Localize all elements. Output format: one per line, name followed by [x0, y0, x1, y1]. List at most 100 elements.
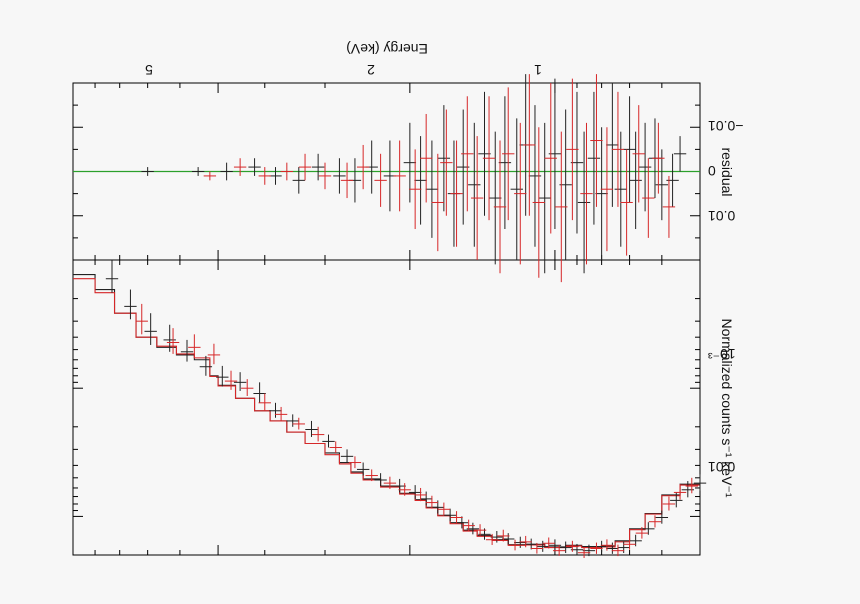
model-layer — [73, 274, 700, 549]
residual-datapoint-red — [431, 153, 444, 252]
spectrum-datapoint-red — [485, 533, 499, 545]
residual-datapoint-red — [461, 96, 474, 212]
spectrum-datapoint-red — [673, 484, 687, 500]
residual-datapoint-black — [623, 96, 636, 203]
residual-datapoint-red — [580, 122, 593, 265]
spectrum-datapoint-black — [393, 478, 406, 493]
spectrum-datapoint-black — [144, 313, 157, 345]
residual-datapoint-red — [280, 162, 294, 181]
datapoint-layer — [105, 74, 707, 558]
spectrum-datapoint-black — [606, 542, 619, 554]
spectrum-datapoint-black — [199, 355, 213, 376]
residual-datapoint-red — [566, 78, 579, 221]
spectrum-datapoint-red — [635, 527, 649, 539]
residual-datapoint-black — [141, 167, 154, 176]
residual-datapoint-black — [587, 91, 601, 225]
spectrum-datapoint-red — [258, 393, 271, 411]
spectrum-datapoint-red — [274, 406, 288, 421]
residual-datapoint-black — [191, 167, 205, 176]
spectrum-datapoint-black — [455, 516, 469, 529]
spectrum-panel-frame — [72, 259, 701, 556]
model-step-curve-black — [73, 274, 700, 548]
spectrum-datapoint-black — [582, 544, 596, 557]
residual-y-tick-label-minus-0.01: −0.01 — [708, 118, 744, 134]
residual-datapoint-black — [655, 149, 669, 221]
residual-datapoint-black — [403, 122, 417, 203]
spectrum-datapoint-black — [408, 485, 422, 499]
spectrum-datapoint-red — [348, 456, 362, 469]
spectrum-datapoint-black — [419, 491, 433, 506]
residual-datapoint-black — [638, 122, 652, 212]
spectrum-datapoint-black — [163, 324, 176, 352]
spectrum-datapoint-red — [519, 535, 532, 548]
residual-datapoint-black — [248, 158, 261, 176]
spectrum-datapoint-black — [670, 492, 683, 508]
spectrum-datapoint-black — [105, 260, 119, 293]
spectrum-datapoint-red — [473, 524, 487, 536]
residual-datapoint-black — [595, 127, 608, 260]
spectrum-datapoint-red — [292, 417, 305, 430]
spectrum-datapoint-red — [166, 328, 180, 354]
x-tick-label-2: 2 — [367, 62, 375, 78]
residual-datapoint-red — [298, 153, 312, 181]
spectrum-datapoint-red — [462, 519, 475, 532]
residual-datapoint-red — [356, 144, 370, 190]
spectrum-datapoint-black — [525, 538, 538, 550]
spectrum-datapoint-red — [508, 539, 522, 551]
residual-datapoint-red — [600, 127, 614, 252]
spectrum-datapoint-red — [577, 546, 591, 558]
residual-datapoint-red — [523, 74, 536, 216]
residual-y-tick-label-0: 0 — [708, 163, 716, 179]
residual-datapoint-red — [632, 105, 645, 203]
residual-datapoint-red — [544, 83, 557, 234]
residual-datapoint-black — [577, 131, 591, 274]
residual-y-tick-label-0.01: 0.01 — [708, 208, 735, 224]
spectrum-datapoint-red — [135, 303, 148, 335]
residual-datapoint-red — [203, 171, 217, 181]
residual-datapoint-red — [514, 122, 527, 265]
residual-datapoint-black — [510, 118, 523, 260]
spectrum-datapoint-black — [536, 540, 549, 552]
residual-datapoint-red — [419, 113, 433, 203]
residual-datapoint-red — [555, 131, 568, 283]
spectrum-datapoint-red — [497, 529, 510, 542]
spectrum-datapoint-black — [642, 522, 655, 535]
residual-datapoint-red — [611, 91, 625, 207]
spectrum-datapoint-black — [253, 382, 266, 403]
residual-datapoint-black — [269, 167, 282, 185]
residual-datapoint-black — [614, 131, 627, 247]
residual-y-axis-label: residual — [719, 147, 735, 196]
residual-datapoint-red — [502, 87, 515, 221]
spectrum-datapoint-red — [414, 487, 427, 502]
x-tick-label-1: 1 — [534, 62, 542, 78]
spectrum-datapoint-red — [450, 511, 463, 524]
spectrum-datapoint-black — [340, 449, 354, 463]
spectrum-datapoint-red — [365, 469, 378, 482]
spectrum-datapoint-red — [207, 343, 221, 365]
residual-datapoint-red — [642, 158, 655, 238]
spectrum-datapoint-red — [241, 379, 254, 396]
spectrum-datapoint-black — [655, 510, 669, 524]
spectrum-datapoint-red — [224, 370, 238, 390]
spectrum-datapoint-black — [490, 531, 504, 543]
residual-datapoint-black — [292, 167, 305, 194]
residual-datapoint-red — [590, 74, 603, 207]
x-axis-label: Energy (keV) — [346, 41, 428, 57]
spectrum-datapoint-red — [437, 502, 451, 516]
residual-datapoint-red — [620, 149, 633, 256]
tick-layer — [73, 82, 700, 556]
residual-datapoint-red — [258, 167, 271, 185]
residual-datapoint-black — [468, 122, 481, 247]
spectrum-datapoint-red — [600, 539, 614, 551]
spectrum-datapoint-red — [552, 544, 566, 556]
spectrum-datapoint-black — [502, 533, 515, 545]
label-layer: Energy (keV) residual Normalized counts … — [145, 41, 744, 498]
model-step-curve-red — [73, 278, 700, 549]
residual-datapoint-black — [414, 136, 427, 225]
spectrum-datapoint-black — [693, 474, 707, 491]
spectrum-datapoint-red — [623, 538, 636, 550]
spectrum-datapoint-red — [662, 496, 676, 511]
residual-datapoint-red — [393, 140, 406, 212]
spectrum-datapoint-black — [322, 434, 335, 448]
